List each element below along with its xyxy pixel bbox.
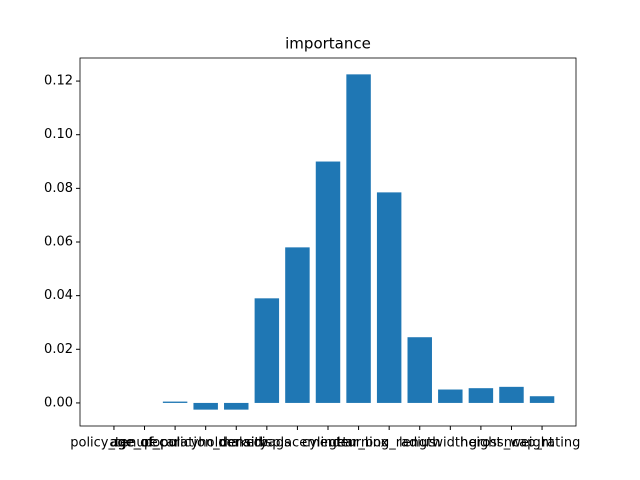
y-tick-label: 0.08 [44,181,73,196]
x-tick-label: age_of_car [109,436,180,451]
bar [224,402,249,410]
x-tick-label: width [432,436,468,451]
x-tick-label: age_of_policyholder [110,436,240,451]
bar [468,388,494,403]
y-tick-label: 0.00 [44,395,73,410]
x-tick-label: airbags [243,436,291,451]
bar [315,161,341,403]
bar [162,401,188,403]
y-tick-label: 0.04 [44,288,73,303]
bar [499,386,524,403]
bar [438,389,463,403]
bar [529,396,555,403]
bar [285,247,310,403]
x-tick-label: policy_tenure [70,436,157,451]
bar [254,298,280,403]
bar [346,74,371,403]
y-tick-label: 0.02 [44,342,73,357]
bar [407,337,432,403]
plot-frame [79,57,577,427]
bar [376,192,402,403]
x-tick-label: cylinder [302,436,355,451]
x-tick-label: height [460,436,501,451]
x-tick-label: population_density [144,436,268,451]
y-tick-label: 0.12 [44,74,73,89]
y-tick-label: 0.06 [44,235,73,250]
x-tick-label: gross_weight [469,436,554,451]
x-tick-label: gear_box [329,436,389,451]
x-tick-label: make [218,436,254,451]
bar [193,402,218,410]
x-tick-label: turning_radius [342,436,436,451]
x-tick-label: displacement [254,436,342,451]
x-tick-label: length [399,436,440,451]
y-tick-label: 0.10 [44,127,73,142]
chart-title: importance [285,35,371,53]
x-tick-label: ncap_rating [504,436,581,451]
